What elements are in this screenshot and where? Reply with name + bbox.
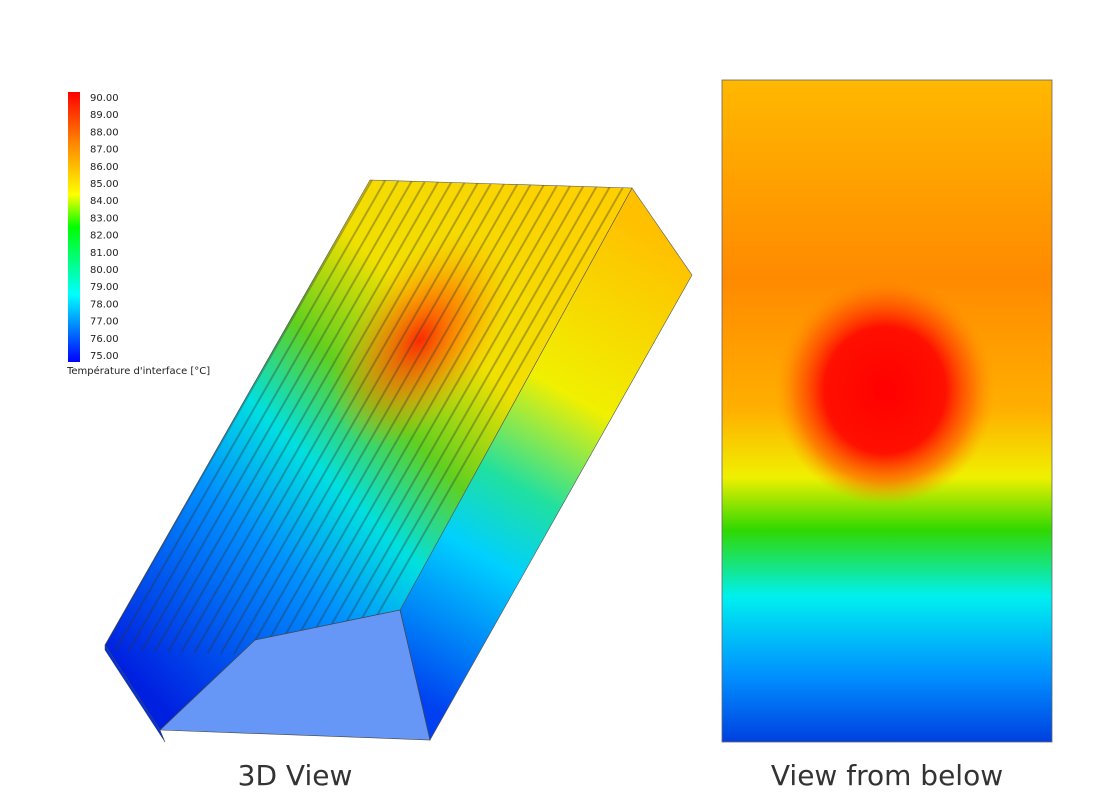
fin — [338, 186, 611, 658]
fin — [285, 185, 558, 657]
fin — [233, 183, 505, 655]
fin — [351, 187, 624, 659]
fin — [180, 181, 453, 653]
heatsink-3d — [104, 179, 693, 743]
colorbar-label: 79.00 — [90, 282, 119, 293]
fin — [259, 184, 532, 656]
fin — [312, 185, 585, 657]
colorbar-label: 90.00 — [90, 93, 119, 104]
caption: 3D View — [238, 759, 353, 792]
fin — [193, 182, 466, 654]
fin — [206, 182, 479, 654]
fin — [325, 186, 598, 658]
fin — [105, 180, 373, 651]
fin — [127, 180, 400, 652]
colorbar — [68, 92, 80, 362]
colorbar-label: 78.00 — [90, 299, 119, 310]
colorbar-label: 77.00 — [90, 317, 119, 328]
colorbar-label: 85.00 — [90, 179, 119, 190]
fin — [299, 185, 571, 657]
fin — [153, 181, 426, 653]
fin — [272, 184, 545, 656]
caption: View from below — [771, 759, 1003, 792]
colorbar-label: 83.00 — [90, 213, 119, 224]
fin — [167, 181, 439, 653]
colorbar-label: 88.00 — [90, 127, 119, 138]
colorbar-label: 76.00 — [90, 334, 119, 345]
colorbar-label: 80.00 — [90, 265, 119, 276]
fin — [219, 183, 492, 655]
colorbar-label: 81.00 — [90, 248, 119, 259]
fin — [114, 180, 387, 651]
colorbar-label: 82.00 — [90, 231, 119, 242]
bottom-view — [722, 80, 1052, 742]
colorbar-label: 86.00 — [90, 162, 119, 173]
colorbar-label: 84.00 — [90, 196, 119, 207]
colorbar-label: 87.00 — [90, 145, 119, 156]
colorbar-label: 89.00 — [90, 110, 119, 121]
colorbar-title: Température d'interface [°C] — [66, 365, 210, 377]
colorbar-labels: 90.00 89.00 88.00 87.00 86.00 85.00 84.00 83.00… — [90, 93, 119, 362]
fin — [246, 183, 519, 655]
colorbar-label: 75.00 — [90, 351, 119, 362]
fin — [140, 180, 413, 652]
